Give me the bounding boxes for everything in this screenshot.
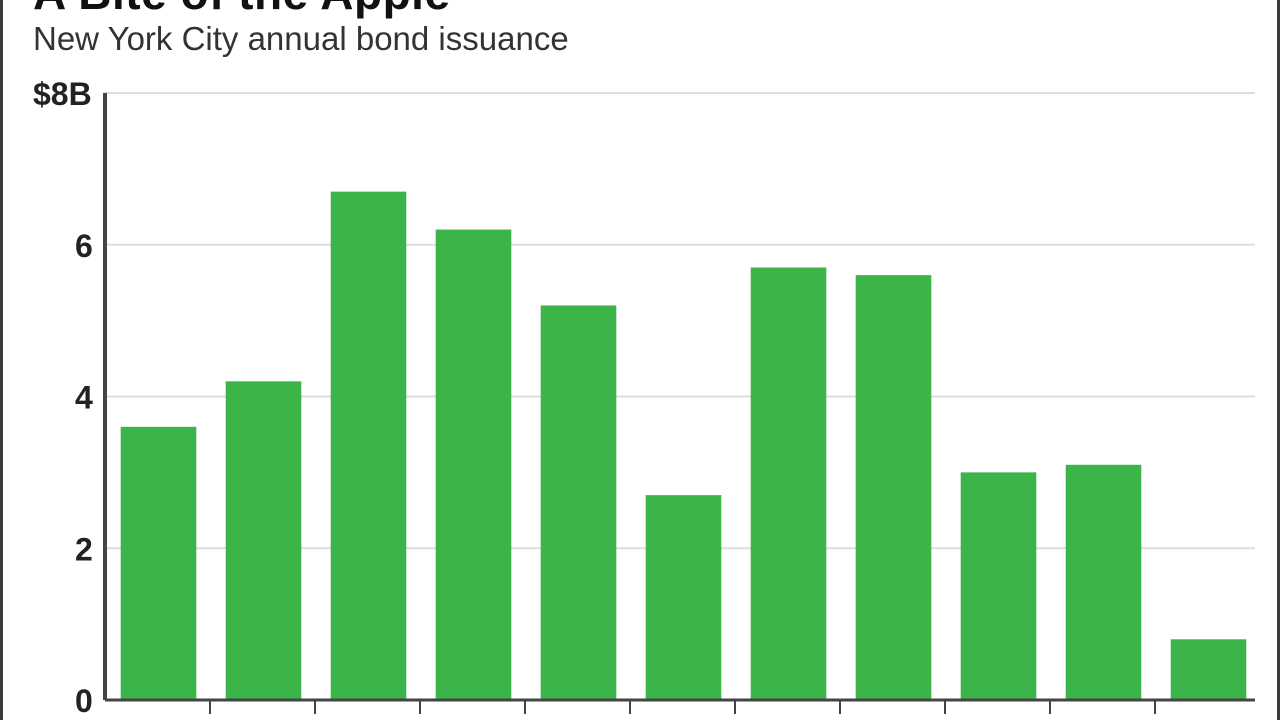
tick-labels: 0 2 4 6 $8B xyxy=(33,76,93,719)
y-tick-label: 6 xyxy=(75,228,93,264)
bar xyxy=(540,305,617,700)
bar xyxy=(435,229,512,700)
bar xyxy=(960,472,1037,700)
bar xyxy=(225,381,302,700)
bar xyxy=(120,426,197,700)
chart-subtitle: New York City annual bond issuance xyxy=(33,20,569,57)
bar xyxy=(750,267,827,700)
y-tick-label: $8B xyxy=(33,76,92,112)
y-tick-label: 4 xyxy=(75,380,93,416)
chart-title: A Bite of the Apple xyxy=(33,0,451,20)
bar-chart: 0 2 4 6 $8B xyxy=(33,76,1255,719)
bar xyxy=(1065,464,1142,700)
bar xyxy=(1170,639,1247,700)
bar xyxy=(855,275,932,700)
axes xyxy=(103,93,1255,714)
y-tick-label: 2 xyxy=(75,531,93,567)
bar xyxy=(645,495,722,700)
bars xyxy=(120,191,1247,700)
bar xyxy=(330,191,407,700)
y-tick-label: 0 xyxy=(75,683,93,719)
